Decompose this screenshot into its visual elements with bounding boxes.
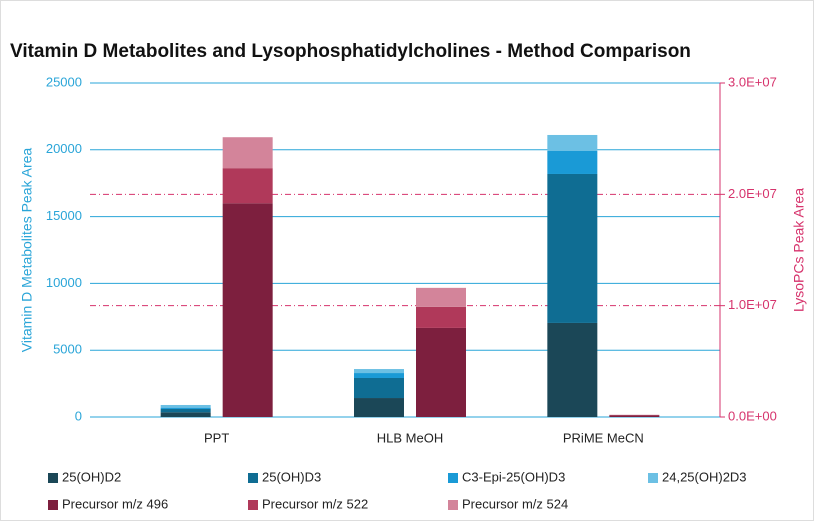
bar-segment — [160, 408, 211, 413]
legend-label: 25(OH)D3 — [262, 469, 321, 484]
bar-segment — [354, 377, 404, 399]
x-tick-label: PRiME MeCN — [563, 430, 644, 445]
y-tick-label: 5000 — [53, 342, 82, 357]
legend-label: Precursor m/z 522 — [262, 496, 368, 511]
bar-segment — [547, 134, 598, 152]
bar-segment — [416, 306, 466, 328]
legend-swatch — [48, 500, 58, 510]
y-axis-title: Vitamin D Metabolites Peak Area — [19, 148, 35, 353]
legend-label: Precursor m/z 524 — [462, 496, 568, 511]
bar-segment — [222, 137, 273, 169]
bar-segment — [416, 327, 466, 417]
bar-segment — [547, 151, 598, 174]
bar-segment — [222, 203, 273, 417]
bar-segment — [354, 398, 404, 417]
x-tick-label: HLB MeOH — [377, 430, 443, 445]
bar-segment — [354, 369, 404, 374]
legend-label: 24,25(OH)2D3 — [662, 469, 747, 484]
bar-segment — [160, 412, 211, 417]
legend-swatch — [248, 473, 258, 483]
y-tick-label: 20000 — [46, 141, 82, 156]
legend-swatch — [448, 473, 458, 483]
bar-segment — [160, 404, 211, 408]
legend-label: Precursor m/z 496 — [62, 496, 168, 511]
chart-title: Vitamin D Metabolites and Lysophosphatid… — [10, 41, 691, 62]
legend-label: 25(OH)D2 — [62, 469, 121, 484]
y-tick-label: 10000 — [46, 275, 82, 290]
x-tick-label: PPT — [204, 430, 229, 445]
legend-swatch — [248, 500, 258, 510]
y-tick-label: 15000 — [46, 208, 82, 223]
bar-segment — [222, 168, 273, 204]
y2-tick-label: 0.0E+00 — [728, 408, 777, 423]
bar-segment — [547, 322, 598, 417]
legend-swatch — [448, 500, 458, 510]
legend-swatch — [48, 473, 58, 483]
bar-segment — [160, 407, 211, 409]
bar-segment — [547, 173, 598, 323]
bar-segment — [354, 373, 404, 378]
y2-tick-label: 1.0E+07 — [728, 297, 777, 312]
y-tick-label: 0 — [75, 408, 82, 423]
y2-axis-title: LysoPCs Peak Area — [791, 188, 807, 312]
y2-tick-label: 3.0E+07 — [728, 74, 777, 89]
bar-segment — [609, 415, 660, 417]
legend-swatch — [648, 473, 658, 483]
y2-tick-label: 2.0E+07 — [728, 186, 777, 201]
legend-label: C3-Epi-25(OH)D3 — [462, 469, 565, 484]
y-tick-label: 25000 — [46, 74, 82, 89]
bar-segment — [416, 287, 466, 307]
